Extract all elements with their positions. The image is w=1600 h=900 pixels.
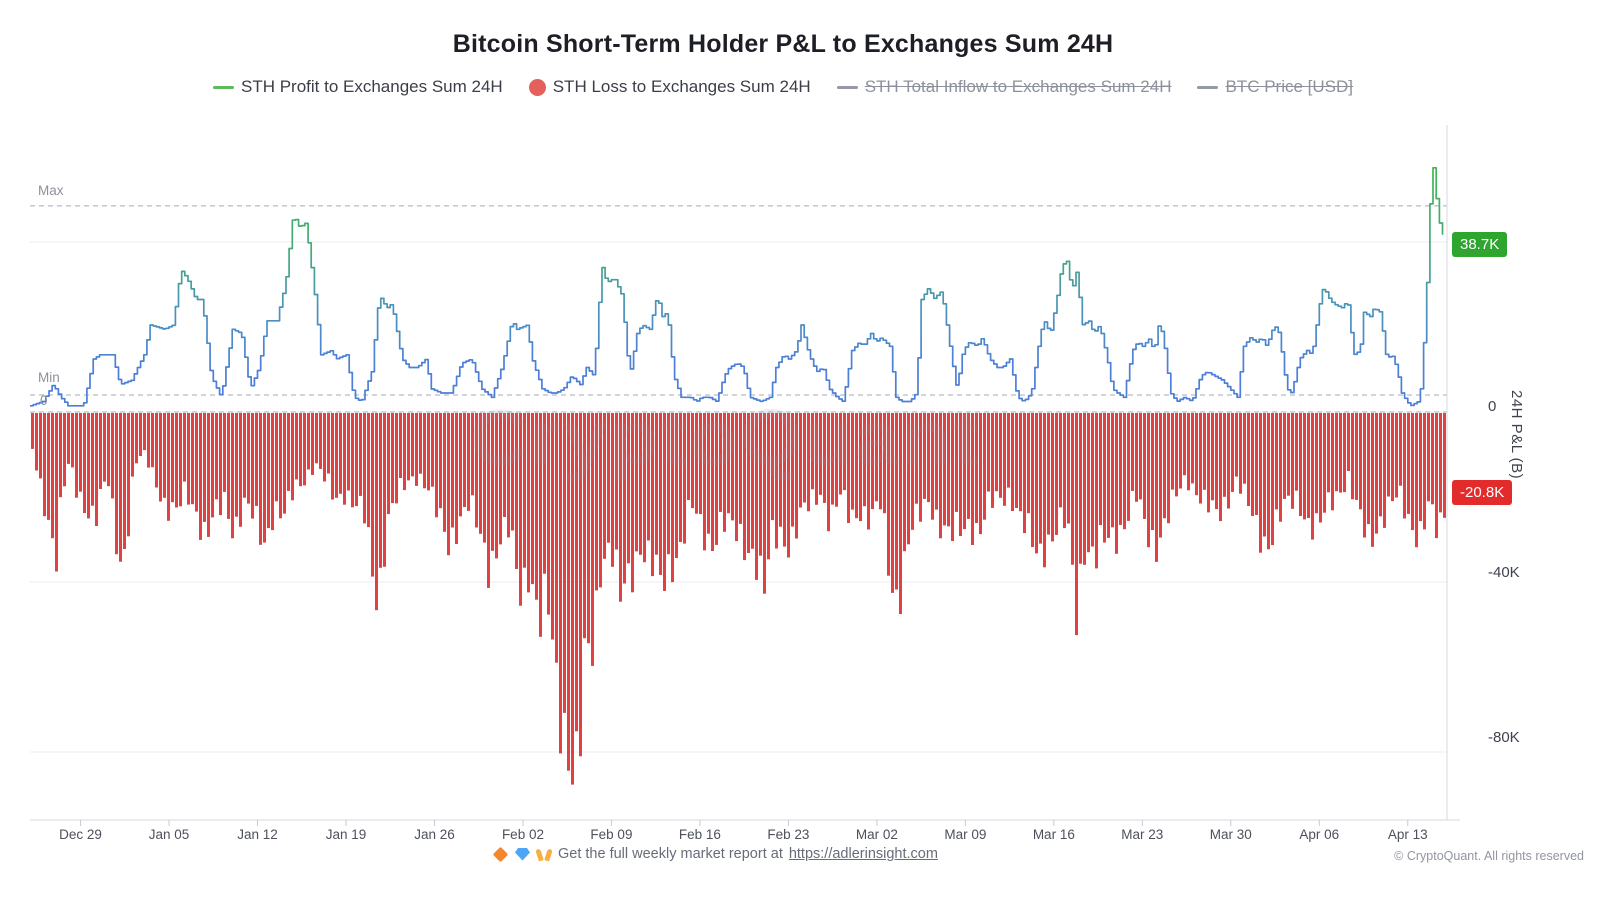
x-axis-label: Mar 09 bbox=[944, 827, 987, 842]
green-line-legend-marker-icon bbox=[212, 85, 234, 89]
gray-line-legend-marker-icon bbox=[1197, 85, 1219, 89]
x-axis-label: Jan 26 bbox=[414, 827, 455, 842]
x-axis-label: Jan 12 bbox=[237, 827, 278, 842]
legend-item-btc-price[interactable]: BTC Price [USD] bbox=[1197, 77, 1353, 97]
orange-diamond-icon bbox=[492, 846, 509, 862]
footer-promo-link[interactable]: https://adlerinsight.com bbox=[788, 846, 938, 862]
x-axis-label: Feb 16 bbox=[678, 827, 721, 842]
page-title: Bitcoin Short-Term Holder P&L to Exchang… bbox=[452, 30, 1114, 58]
legend: STH Profit to Exchanges Sum 24H STH Loss… bbox=[0, 77, 1566, 97]
max-reference-label: Max bbox=[38, 183, 64, 198]
legend-label: STH Loss to Exchanges Sum 24H bbox=[552, 77, 811, 96]
x-axis-label: Feb 09 bbox=[590, 827, 633, 842]
blue-gem-icon bbox=[515, 847, 530, 861]
x-axis-label: Mar 16 bbox=[1032, 827, 1075, 842]
legend-item-sth-profit[interactable]: STH Profit to Exchanges Sum 24H bbox=[212, 77, 503, 97]
last-profit-value-badge: 38.7K bbox=[1452, 232, 1508, 257]
footer-promo: Get the full weekly market report at htt… bbox=[492, 846, 938, 862]
legend-label: BTC Price [USD] bbox=[1225, 77, 1353, 96]
x-axis-label: Mar 23 bbox=[1121, 827, 1164, 842]
loss-bars-series bbox=[31, 413, 1446, 785]
legend-label: STH Profit to Exchanges Sum 24H bbox=[240, 77, 503, 96]
x-axis-label: Jan 05 bbox=[148, 827, 190, 842]
copyright-text: © CryptoQuant. All rights reserved bbox=[1394, 849, 1584, 863]
legend-item-sth-total-inflow[interactable]: STH Total Inflow to Exchanges Sum 24H bbox=[836, 77, 1172, 97]
red-circle-legend-marker-icon bbox=[528, 78, 546, 96]
gridlines bbox=[30, 241, 1447, 753]
x-axis-label: Mar 30 bbox=[1209, 827, 1252, 842]
axes bbox=[30, 125, 1460, 826]
x-axis-label: Feb 23 bbox=[767, 827, 810, 842]
min-reference-label: Min bbox=[38, 370, 60, 385]
y-axis-title: 24H P&L (B) bbox=[1508, 390, 1525, 480]
x-axis-label: Feb 02 bbox=[501, 827, 544, 842]
legend-label: STH Total Inflow to Exchanges Sum 24H bbox=[864, 77, 1172, 96]
gray-line-legend-marker-icon bbox=[836, 85, 858, 89]
legend-item-sth-loss[interactable]: STH Loss to Exchanges Sum 24H bbox=[528, 77, 811, 97]
x-axis-label: Jan 19 bbox=[325, 827, 367, 842]
x-axis-label: Apr 13 bbox=[1387, 827, 1428, 842]
raised-hands-icon bbox=[535, 847, 553, 862]
reference-dashed-lines bbox=[30, 205, 1447, 413]
x-axis-label: Dec 29 bbox=[59, 827, 102, 842]
y-tick-minus80k: -80K bbox=[1488, 729, 1520, 746]
x-axis-label: Apr 06 bbox=[1299, 827, 1340, 842]
footer-promo-text: Get the full weekly market report at bbox=[558, 846, 783, 862]
profit-line-series bbox=[30, 166, 1444, 407]
y-tick-minus40k: -40K bbox=[1488, 564, 1520, 581]
last-loss-value-badge: -20.8K bbox=[1452, 480, 1513, 505]
y-tick-0: 0 bbox=[1488, 398, 1497, 415]
zero-left-label: 0 bbox=[40, 393, 48, 408]
x-axis-label: Mar 02 bbox=[855, 827, 898, 842]
